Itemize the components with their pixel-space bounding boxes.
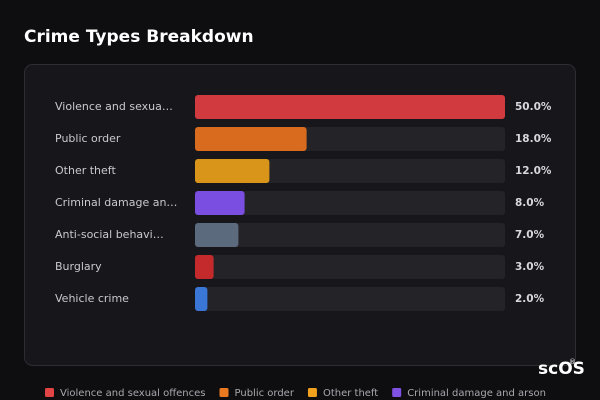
bar xyxy=(195,127,307,151)
bar-track xyxy=(195,191,505,215)
legend-label: Violence and sexual offences xyxy=(60,388,206,399)
value-label: 50.0% xyxy=(515,101,552,113)
category-label: Public order xyxy=(55,132,121,145)
bar xyxy=(195,191,245,215)
bar xyxy=(195,287,208,311)
watermark-mark: ® xyxy=(569,358,576,366)
chart-title: Crime Types Breakdown xyxy=(24,27,254,47)
legend-label: Public order xyxy=(235,388,295,399)
bar-track xyxy=(195,159,505,183)
bar xyxy=(195,159,270,183)
bar-track xyxy=(195,223,505,247)
value-label: 18.0% xyxy=(515,133,552,145)
legend-swatch xyxy=(307,388,317,397)
value-label: 2.0% xyxy=(515,293,545,305)
legend-label: Other theft xyxy=(323,388,378,399)
category-label: Anti-social behavi… xyxy=(55,228,164,241)
category-label: Criminal damage an… xyxy=(55,196,177,209)
category-label: Violence and sexua… xyxy=(55,100,173,113)
value-label: 12.0% xyxy=(515,165,552,177)
bar-track xyxy=(195,287,505,311)
value-label: 8.0% xyxy=(515,197,545,209)
bar xyxy=(195,95,505,119)
value-label: 3.0% xyxy=(515,261,545,273)
bar xyxy=(195,255,214,279)
bar-track xyxy=(195,255,505,279)
bar xyxy=(195,223,239,247)
legend-swatch xyxy=(219,388,229,397)
category-label: Vehicle crime xyxy=(55,292,129,305)
legend-label: Criminal damage and arson xyxy=(407,388,546,399)
category-label: Other theft xyxy=(55,164,116,177)
legend-swatch xyxy=(45,388,54,397)
legend-swatch xyxy=(392,388,402,397)
watermark: scOS xyxy=(538,359,585,379)
category-label: Burglary xyxy=(55,260,102,273)
value-label: 7.0% xyxy=(515,229,545,241)
